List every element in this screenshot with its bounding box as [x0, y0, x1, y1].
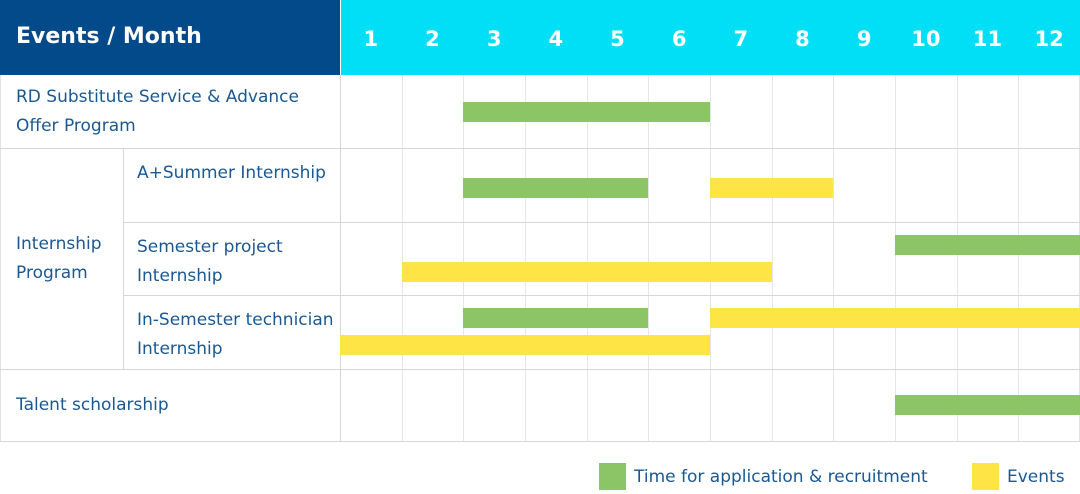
bar-recruitment [463, 178, 649, 199]
legend-recruitment: Time for application & recruitment [599, 463, 928, 490]
legend-swatch-events [972, 463, 999, 490]
bar-recruitment [463, 101, 710, 122]
row-label: Semester project Internship [137, 236, 283, 286]
month-gridline [895, 75, 896, 442]
month-label: 7 [733, 27, 749, 51]
month-label: 5 [610, 27, 625, 51]
month-gridline [340, 75, 341, 442]
bar-events [710, 308, 1080, 329]
month-header: 1 2 3 4 5 6 7 8 9 10 11 12 [341, 0, 1080, 75]
row-divider [123, 221, 1080, 223]
bar-recruitment [895, 395, 1080, 416]
legend-swatch-recruitment [599, 463, 626, 490]
subrow-divider [123, 148, 124, 369]
row-label: A+Summer Internship [137, 163, 326, 184]
bar-events [710, 178, 834, 199]
group-label: RD Substitute Service & Advance Offer Pr… [16, 86, 299, 136]
month-label: 2 [425, 27, 440, 51]
month-label: 11 [972, 27, 1003, 51]
legend-label: Time for application & recruitment [634, 466, 928, 487]
group-divider [0, 148, 1080, 150]
month-gridline [771, 75, 773, 442]
month-gridline [463, 75, 465, 442]
month-gridline [1018, 75, 1020, 442]
grid-border-bottom [0, 441, 1080, 442]
bar-recruitment [895, 234, 1080, 255]
month-gridline [525, 75, 526, 442]
month-gridline [401, 75, 403, 442]
month-label: 8 [795, 27, 810, 51]
header-title-cell: Events / Month [0, 0, 340, 75]
bar-events [401, 261, 772, 282]
month-label: 4 [548, 27, 564, 51]
row-divider [123, 295, 1080, 297]
bar-events [340, 335, 710, 356]
month-gridline [586, 75, 588, 442]
group-divider [0, 368, 1080, 370]
row-label: In-Semester technician Internship [137, 310, 334, 360]
chart-title: Events / Month [16, 24, 202, 49]
month-gridline [833, 75, 835, 442]
month-label: 6 [671, 27, 687, 51]
month-label: 1 [363, 27, 379, 51]
group-label: Talent scholarship [16, 394, 169, 415]
month-gridline [956, 75, 958, 442]
legend-events: Events [972, 463, 1065, 490]
month-label: 10 [911, 27, 941, 51]
chart-grid: RD Substitute Service & Advance Offer Pr… [0, 75, 1080, 442]
grid-border-left [0, 75, 1, 442]
month-gridline [648, 75, 650, 442]
bar-recruitment [463, 308, 649, 329]
month-gridline [710, 75, 711, 442]
month-label: 12 [1034, 27, 1064, 51]
group-label: Internship Program [16, 233, 102, 283]
month-label: 3 [486, 27, 502, 51]
month-label: 9 [856, 27, 872, 51]
legend-label: Events [1007, 466, 1065, 487]
